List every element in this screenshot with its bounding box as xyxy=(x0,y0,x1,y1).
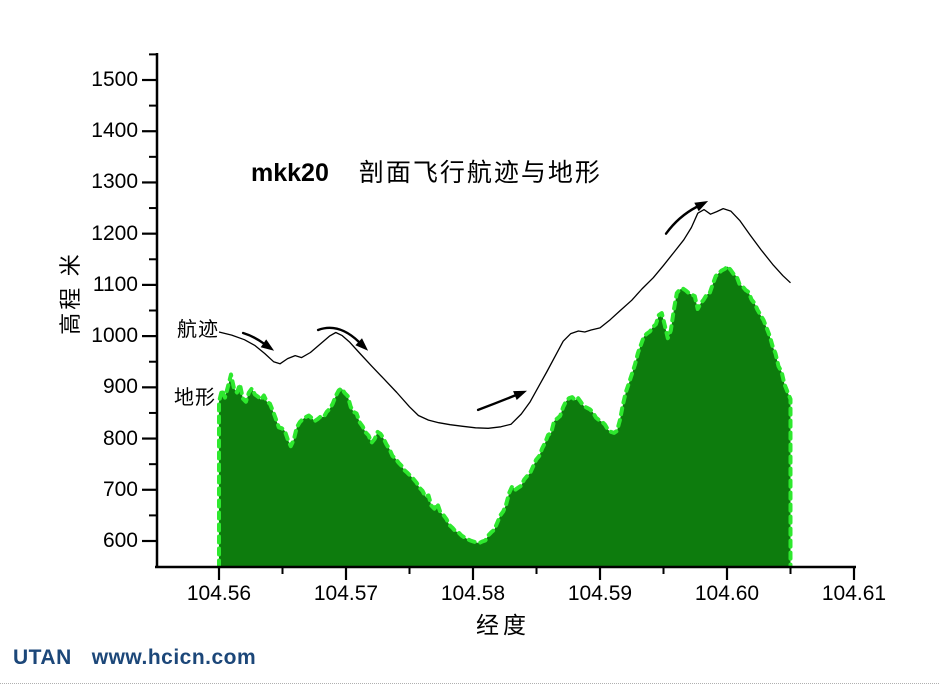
flight-direction-arrow-head-1 xyxy=(260,339,275,351)
watermark-site: www.hcicn.com xyxy=(91,646,257,669)
trajectory-line xyxy=(218,207,791,429)
y-tick-label: 600 xyxy=(102,529,138,552)
y-tick-label: 700 xyxy=(102,477,138,501)
x-tick-label: 104.57 xyxy=(313,582,379,605)
x-tick-label: 104.61 xyxy=(821,582,887,605)
flight-direction-arrow-head-3 xyxy=(513,390,527,400)
terrain-outline xyxy=(217,264,793,569)
x-tick-label: 104.58 xyxy=(440,582,506,605)
flight-direction-arrow-head-2 xyxy=(355,338,369,351)
watermark-brand: UTAN xyxy=(13,646,72,669)
y-tick-label: 1200 xyxy=(91,221,138,245)
slide-bottom-edge xyxy=(0,683,939,684)
y-tick-label: 1100 xyxy=(92,272,138,296)
flight-direction-arrow-tail-1 xyxy=(241,331,265,345)
chart-title-model: mkk20 xyxy=(251,159,329,187)
y-tick-label: 800 xyxy=(102,426,138,450)
y-tick-label: 900 xyxy=(102,375,138,399)
flight-direction-arrow-tail-3 xyxy=(476,394,517,412)
y-axis-title: 高程 米 xyxy=(58,251,83,335)
x-tick-label: 104.60 xyxy=(694,582,760,605)
x-tick-label: 104.59 xyxy=(567,582,633,605)
chart-title: mkk20 剖面飞行航迹与地形 xyxy=(251,153,602,189)
watermark-footer: UTAN www.hcicn.com xyxy=(13,646,256,670)
flight-direction-arrow-tail-4 xyxy=(664,205,698,235)
y-tick-label: 1500 xyxy=(91,68,138,91)
flight-direction-arrow-tail-2 xyxy=(316,326,360,343)
terrain-area xyxy=(219,266,791,567)
flight-direction-arrow-head-4 xyxy=(694,201,709,212)
y-tick-label: 1400 xyxy=(91,119,138,143)
y-tick-label: 1300 xyxy=(91,170,138,194)
terrain-series-label: 地形 xyxy=(174,387,216,409)
y-tick-label: 1000 xyxy=(91,324,138,348)
x-tick-label: 104.56 xyxy=(186,582,252,605)
x-axis-title: 经度 xyxy=(476,613,530,638)
chart-title-text: 剖面飞行航迹与地形 xyxy=(358,160,602,187)
trajectory-series-label: 航迹 xyxy=(177,319,219,341)
